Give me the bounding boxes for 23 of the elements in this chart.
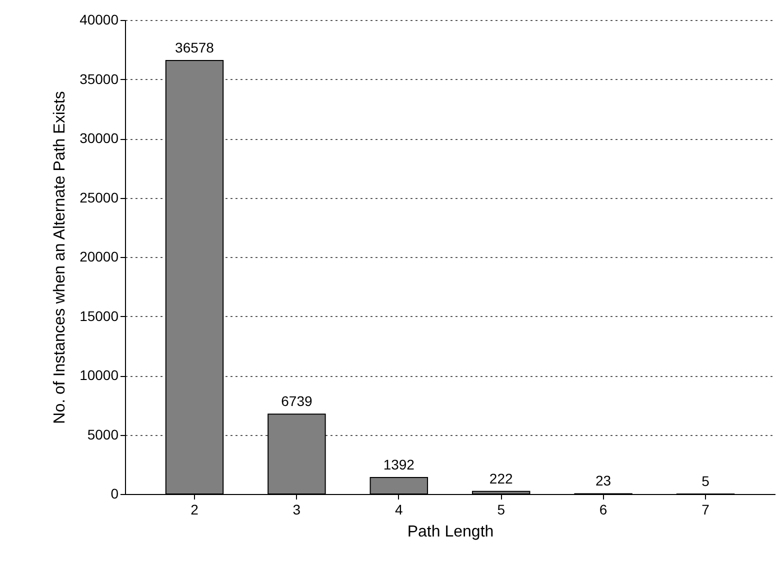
y-tick-label: 25000 xyxy=(80,189,119,206)
y-tick-label: 30000 xyxy=(80,130,119,146)
x-tick-label: 6 xyxy=(599,502,608,518)
y-tick-label: 5000 xyxy=(87,426,119,442)
x-tick-label: 5 xyxy=(497,502,506,518)
data-label: 1392 xyxy=(383,456,415,473)
data-label: 36578 xyxy=(175,40,214,56)
data-label: 222 xyxy=(489,470,513,486)
y-tick-label: 20000 xyxy=(80,248,119,264)
y-axis-title: No. of Instances when an Alternate Path Exists xyxy=(52,91,69,424)
x-tick-label: 3 xyxy=(292,502,301,518)
y-tick-label: 35000 xyxy=(80,70,119,87)
x-tick-label: 2 xyxy=(190,502,199,518)
data-label: 23 xyxy=(596,472,612,489)
y-tick-label: 10000 xyxy=(80,367,119,383)
y-tick-label: 0 xyxy=(110,486,119,502)
x-tick-label: 4 xyxy=(395,502,403,518)
x-tick-label: 7 xyxy=(702,502,710,518)
data-label: 6739 xyxy=(281,393,312,410)
x-axis-title: Path Length xyxy=(407,524,494,540)
data-label: 5 xyxy=(702,472,710,489)
y-tick-label: 40000 xyxy=(80,12,119,28)
y-tick-label: 15000 xyxy=(80,308,119,324)
